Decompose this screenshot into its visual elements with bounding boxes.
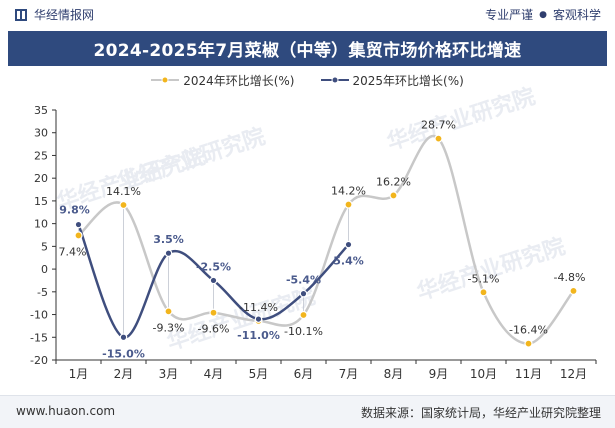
series-2024-data-label: 16.2% xyxy=(376,175,411,188)
series-2024-point xyxy=(434,134,443,143)
series-2024-data-label: 7.4% xyxy=(59,245,87,258)
series-2025-data-label: 3.5% xyxy=(153,233,184,246)
watermark-text: 华经产业研究院 xyxy=(384,83,539,155)
series-2024-point xyxy=(344,200,353,209)
legend-line-2025-icon xyxy=(320,76,349,84)
x-tick-label: 7月 xyxy=(339,367,359,381)
brand-name: 华经情报网 xyxy=(34,8,95,22)
tagline-left: 专业严谨 xyxy=(485,8,534,22)
series-2024-data-label: -11.4% xyxy=(239,301,278,314)
series-2025-point xyxy=(209,276,218,285)
series-2024-point xyxy=(479,288,488,297)
x-tick-label: 3月 xyxy=(159,367,179,381)
series-2024-point xyxy=(524,339,533,348)
separator-dot-icon: ● xyxy=(539,9,547,20)
x-tick-label: 9月 xyxy=(429,367,449,381)
series-2024-data-label: 28.7% xyxy=(421,119,456,132)
y-tick-label: 10 xyxy=(34,218,48,231)
x-tick-label: 10月 xyxy=(470,367,497,381)
series-2025-data-label: 9.8% xyxy=(59,204,90,217)
y-tick-label: 20 xyxy=(34,172,48,185)
footer-source: 数据来源：国家统计局，华经产业研究院整理 xyxy=(360,406,601,420)
x-tick-label: 1月 xyxy=(69,367,89,381)
series-2024-data-label: -5.1% xyxy=(468,272,500,285)
tagline: 专业严谨 ● 客观科学 xyxy=(485,6,601,23)
brand: 华经情报网 xyxy=(14,6,94,23)
brand-logo-icon xyxy=(15,8,27,21)
footer: www.huaon.com 数据来源：国家统计局，华经产业研究院整理 xyxy=(0,395,615,428)
series-2025-data-label: -15.0% xyxy=(102,347,145,360)
x-tick-label: 12月 xyxy=(560,367,587,381)
x-tick-label: 4月 xyxy=(204,367,224,381)
series-2024-point xyxy=(74,231,83,240)
legend-item-2025: 2025年环比增长(%) xyxy=(320,72,464,89)
y-tick-label: 25 xyxy=(34,149,48,162)
legend: 2024年环比增长(%) 2025年环比增长(%) xyxy=(0,69,615,91)
series-2025-point xyxy=(344,240,353,249)
series-2024-point xyxy=(569,286,578,296)
series-2025-point xyxy=(299,289,308,298)
y-tick-label: 35 xyxy=(34,104,48,117)
top-bar: 华经情报网 专业严谨 ● 客观科学 xyxy=(0,0,615,30)
series-2025-data-label: -11.0% xyxy=(237,329,280,342)
series-2024-data-label: -4.8% xyxy=(554,271,586,284)
legend-line-2024-icon xyxy=(151,76,180,84)
series-2024-point xyxy=(389,191,398,200)
series-2025-point xyxy=(164,249,173,257)
series-2025-data-label: -2.5% xyxy=(196,260,231,273)
series-2024-data-label: -9.6% xyxy=(198,323,230,336)
series-2024-data-label: -9.3% xyxy=(153,321,185,334)
series-2024-data-label: -10.1% xyxy=(284,325,323,338)
x-tick-label: 8月 xyxy=(384,367,404,381)
x-tick-label: 6月 xyxy=(294,367,314,381)
y-tick-label: 30 xyxy=(34,127,48,140)
series-2024-data-label: 14.2% xyxy=(331,185,366,198)
watermark-text: 华经产业研究院 xyxy=(414,233,569,305)
series-2025-point xyxy=(254,315,263,323)
series-2024-point xyxy=(209,308,218,317)
y-tick-label: -5 xyxy=(37,286,48,299)
legend-item-2024: 2024年环比增长(%) xyxy=(151,72,295,89)
x-tick-label: 2月 xyxy=(114,367,134,381)
y-tick-label: 0 xyxy=(41,263,48,276)
y-tick-label: -20 xyxy=(30,354,48,367)
line-chart: 华经产业研究院华经产业研究院华经产业研究院华经产业研究院华经产业研究院35302… xyxy=(30,83,597,381)
y-tick-label: 15 xyxy=(34,195,48,208)
series-2024-point xyxy=(119,200,128,210)
legend-label-2024: 2024年环比增长(%) xyxy=(183,73,295,88)
y-tick-label: 5 xyxy=(41,240,48,253)
series-2025-data-label: 5.4% xyxy=(333,255,364,268)
chart-title: 2024-2025年7月菜椒（中等）集贸市场价格环比增速 xyxy=(8,31,607,66)
footer-website: www.huaon.com xyxy=(16,404,116,418)
series-2025-point xyxy=(74,220,83,229)
y-tick-label: -15 xyxy=(30,331,48,344)
series-2024-point xyxy=(164,307,173,316)
series-2025-point xyxy=(119,333,128,342)
x-tick-label: 11月 xyxy=(515,367,542,381)
series-2024-data-label: -16.4% xyxy=(509,324,548,337)
y-tick-label: -10 xyxy=(30,309,48,322)
series-2024-point xyxy=(299,310,308,320)
series-2025-data-label: -5.4% xyxy=(286,274,321,287)
x-tick-label: 5月 xyxy=(249,367,269,381)
legend-label-2025: 2025年环比增长(%) xyxy=(352,73,464,88)
tagline-right: 客观科学 xyxy=(552,8,601,22)
series-2024-data-label: 14.1% xyxy=(106,185,141,198)
